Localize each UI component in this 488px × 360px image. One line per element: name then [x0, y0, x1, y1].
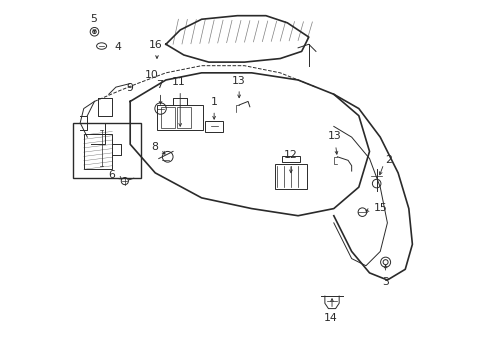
Bar [282, 156, 299, 162]
Text: 15: 15 [373, 203, 387, 213]
Text: 10: 10 [144, 69, 158, 80]
Text: 4: 4 [114, 42, 121, 52]
Bar [160, 107, 175, 128]
Text: 11: 11 [171, 77, 185, 87]
Text: 2: 2 [385, 156, 392, 165]
Text: 1: 1 [210, 97, 217, 107]
Bar [176, 107, 190, 128]
Text: 5: 5 [90, 14, 97, 23]
Text: 9: 9 [126, 83, 133, 93]
Bar [205, 121, 223, 132]
Bar [83, 134, 112, 169]
Text: 13: 13 [231, 76, 245, 86]
Text: 13: 13 [327, 131, 341, 141]
Text: 14: 14 [324, 313, 337, 323]
Text: 16: 16 [149, 40, 163, 50]
Bar [73, 123, 141, 178]
Text: 7: 7 [156, 80, 163, 90]
Bar [157, 105, 203, 130]
Text: 8: 8 [151, 142, 158, 152]
Bar [274, 164, 306, 189]
Text: 12: 12 [283, 150, 297, 160]
Text: 3: 3 [382, 277, 388, 287]
Text: 6: 6 [108, 170, 115, 180]
